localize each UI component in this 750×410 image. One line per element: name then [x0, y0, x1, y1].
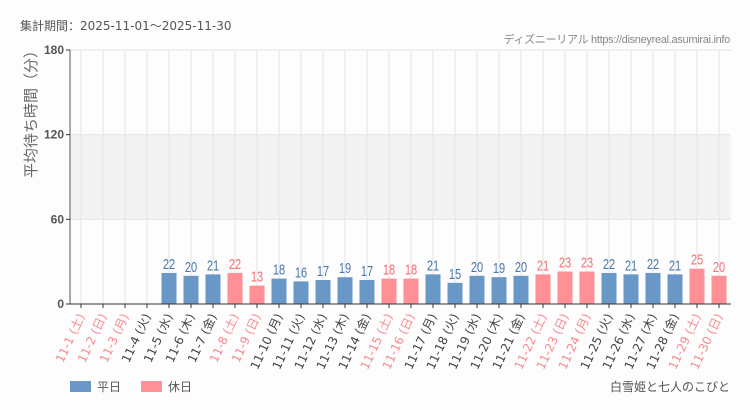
bar-rect[interactable] [271, 278, 287, 304]
bar-value-label: 18 [405, 261, 417, 278]
legend-swatch-weekday [70, 381, 91, 392]
bar-value-label: 16 [295, 264, 307, 281]
bar-rect[interactable] [601, 272, 617, 304]
bar-value-label: 21 [537, 257, 549, 274]
source-credit: ディズニーリアル https://disneyreal.asumirai.inf… [503, 34, 731, 46]
bar-rect[interactable] [447, 282, 463, 304]
bar-value-label: 20 [471, 258, 483, 275]
bar-value-label: 22 [163, 255, 175, 272]
bar[interactable]: 20 [183, 258, 199, 304]
bar[interactable]: 23 [579, 254, 595, 304]
bar-rect[interactable] [513, 275, 529, 304]
bar-rect[interactable] [403, 278, 419, 304]
bar-rect[interactable] [359, 280, 375, 304]
bar-value-label: 17 [361, 262, 373, 279]
legend-swatch-holiday [141, 381, 163, 392]
bar-rect[interactable] [469, 275, 485, 304]
bar[interactable]: 21 [667, 257, 683, 304]
bar-value-label: 13 [251, 268, 263, 285]
bar-rect[interactable] [667, 274, 683, 304]
bar-value-label: 15 [449, 265, 461, 282]
bar[interactable]: 23 [557, 254, 573, 304]
bar-rect[interactable] [579, 271, 595, 304]
bar[interactable]: 18 [403, 261, 419, 304]
bar-rect[interactable] [711, 275, 727, 304]
y-tick-label: 60 [51, 212, 65, 226]
bar-rect[interactable] [381, 278, 397, 304]
bar-value-label: 23 [559, 254, 571, 271]
bar-value-label: 25 [691, 251, 703, 268]
bar-rect[interactable] [293, 281, 309, 304]
bar-value-label: 23 [581, 254, 593, 271]
bar[interactable]: 22 [227, 255, 243, 304]
bar-rect[interactable] [227, 272, 243, 304]
bar-rect[interactable] [315, 280, 331, 304]
bar-rect[interactable] [689, 268, 705, 304]
legend-label-holiday: 休日 [168, 380, 193, 394]
y-tick-label: 120 [44, 128, 64, 142]
legend: 平日 休日 [70, 378, 212, 395]
bar-rect[interactable] [337, 277, 353, 304]
bar[interactable]: 15 [447, 265, 463, 304]
legend-item-weekday[interactable]: 平日 [70, 378, 121, 395]
bar[interactable]: 21 [425, 257, 441, 304]
period-label: 集計期間：2025-11-01～2025-11-30 [20, 19, 232, 33]
highlight-band [70, 134, 731, 220]
bar[interactable]: 19 [337, 260, 353, 304]
bar-value-label: 22 [647, 255, 659, 272]
attraction-name: 白雪姫と七人のこびと [609, 380, 730, 394]
bar-value-label: 20 [515, 258, 527, 275]
bar-rect[interactable] [161, 272, 177, 304]
bar[interactable]: 22 [645, 255, 661, 304]
bar-value-label: 17 [317, 262, 329, 279]
bar-value-label: 21 [207, 257, 219, 274]
y-tick-label: 180 [44, 43, 64, 57]
bar-value-label: 22 [603, 255, 615, 272]
bar-value-label: 20 [713, 258, 725, 275]
bar-rect[interactable] [249, 285, 265, 304]
bar[interactable]: 21 [535, 257, 551, 304]
bar[interactable]: 22 [161, 255, 177, 304]
bar[interactable]: 19 [491, 260, 507, 304]
bar-rect[interactable] [491, 277, 507, 304]
bar-value-label: 21 [669, 257, 681, 274]
bar[interactable]: 21 [205, 257, 221, 304]
bar-rect[interactable] [623, 274, 639, 304]
bar[interactable]: 25 [689, 251, 705, 304]
legend-item-holiday[interactable]: 休日 [141, 378, 192, 395]
bar-value-label: 21 [625, 257, 637, 274]
bar-value-label: 22 [229, 255, 241, 272]
bar[interactable]: 22 [601, 255, 617, 304]
bar-rect[interactable] [535, 274, 551, 304]
bar[interactable]: 20 [469, 258, 485, 304]
y-tick-label: 0 [57, 297, 64, 311]
bar-value-label: 18 [273, 261, 285, 278]
bar[interactable]: 20 [711, 258, 727, 304]
bar[interactable]: 17 [315, 262, 331, 304]
bar[interactable]: 13 [249, 268, 265, 304]
bar[interactable]: 17 [359, 262, 375, 304]
bar-value-label: 20 [185, 258, 197, 275]
bar-rect[interactable] [183, 275, 199, 304]
legend-label-weekday: 平日 [97, 380, 122, 394]
bar[interactable]: 18 [381, 261, 397, 304]
bar-value-label: 21 [427, 257, 439, 274]
bar-value-label: 19 [493, 260, 505, 277]
bar-rect[interactable] [645, 272, 661, 304]
bar-rect[interactable] [557, 271, 573, 304]
bar-rect[interactable] [205, 274, 221, 304]
bar[interactable]: 16 [293, 264, 309, 304]
bar[interactable]: 21 [623, 257, 639, 304]
bar-rect[interactable] [425, 274, 441, 304]
bar[interactable]: 20 [513, 258, 529, 304]
bar[interactable]: 18 [271, 261, 287, 304]
bar-value-label: 19 [339, 260, 351, 277]
bar-value-label: 18 [383, 261, 395, 278]
